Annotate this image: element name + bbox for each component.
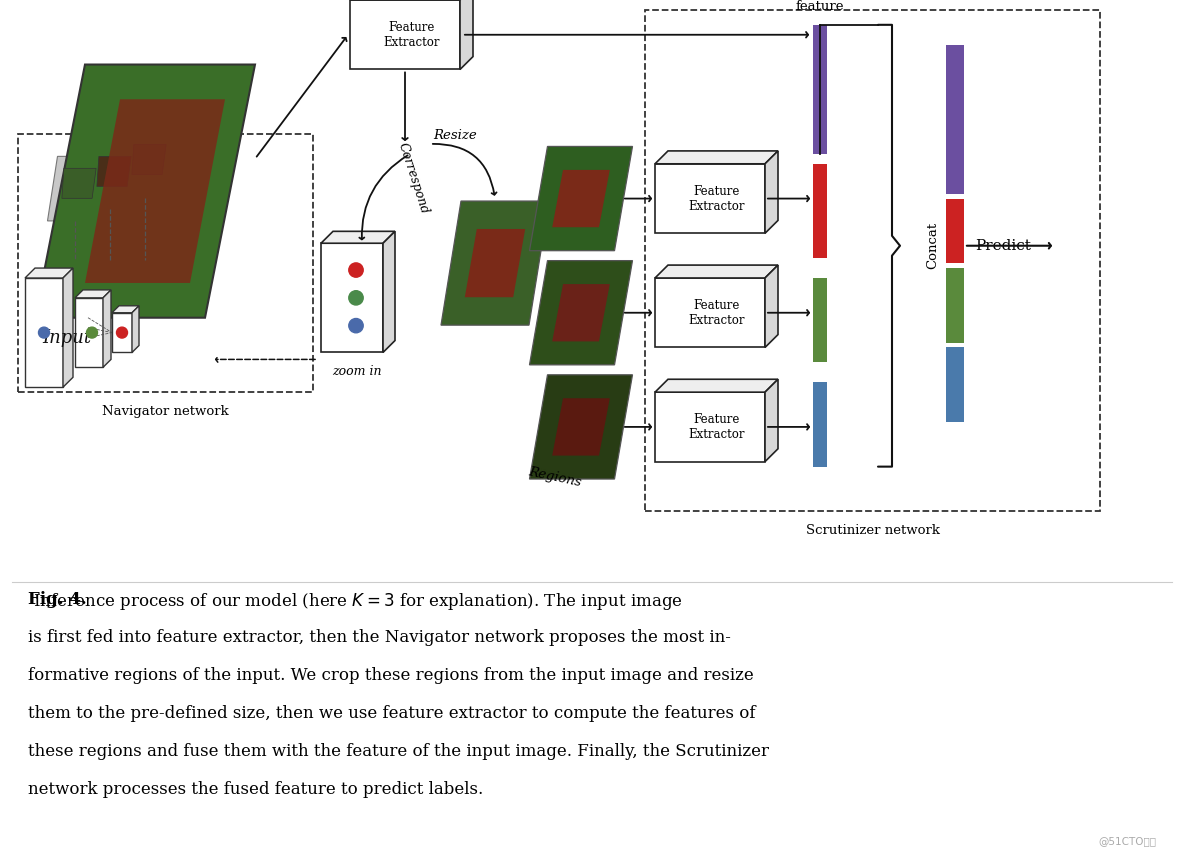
Polygon shape (350, 0, 461, 70)
Polygon shape (765, 266, 778, 347)
Polygon shape (655, 278, 765, 347)
Bar (813, 163, 826, 258)
Polygon shape (321, 243, 382, 352)
Text: Feature
Extractor: Feature Extractor (688, 299, 745, 327)
Text: Fig. 4.: Fig. 4. (28, 591, 86, 608)
Polygon shape (655, 164, 765, 233)
Circle shape (39, 327, 50, 338)
Polygon shape (655, 380, 778, 392)
Text: Feature
Extractor: Feature Extractor (384, 20, 439, 49)
Polygon shape (131, 145, 166, 174)
Polygon shape (36, 65, 255, 317)
Polygon shape (552, 170, 610, 227)
Text: network processes the fused feature to predict labels.: network processes the fused feature to p… (28, 781, 483, 798)
Polygon shape (440, 201, 549, 325)
Polygon shape (461, 0, 472, 70)
Bar (813, 382, 826, 466)
Text: Inference process of our model (here $K = 3$ for explanation). The input image: Inference process of our model (here $K … (28, 591, 683, 612)
Text: them to the pre-defined size, then we use feature extractor to compute the featu: them to the pre-defined size, then we us… (28, 705, 755, 722)
Text: feature: feature (796, 0, 844, 13)
Polygon shape (103, 290, 111, 368)
Text: is first fed into feature extractor, then the Navigator network proposes the mos: is first fed into feature extractor, the… (28, 629, 731, 646)
Text: formative regions of the input. We crop these regions from the input image and r: formative regions of the input. We crop … (28, 667, 754, 684)
Text: Correspond: Correspond (395, 141, 431, 216)
Polygon shape (62, 168, 96, 198)
Polygon shape (117, 133, 182, 197)
Polygon shape (765, 380, 778, 461)
Polygon shape (25, 268, 73, 278)
Circle shape (349, 318, 363, 333)
Polygon shape (83, 145, 148, 209)
Bar (813, 25, 826, 154)
Circle shape (349, 291, 363, 305)
Bar (946, 44, 964, 194)
Polygon shape (529, 146, 632, 251)
Text: Navigator network: Navigator network (102, 405, 229, 418)
Text: Resize: Resize (433, 129, 477, 142)
Polygon shape (321, 231, 395, 243)
Polygon shape (552, 398, 610, 455)
Text: these regions and fuse them with the feature of the input image. Finally, the Sc: these regions and fuse them with the fea… (28, 743, 768, 760)
Bar (946, 198, 964, 263)
Polygon shape (75, 290, 111, 298)
Polygon shape (131, 306, 139, 352)
Polygon shape (655, 266, 778, 278)
Polygon shape (112, 306, 139, 313)
Polygon shape (85, 100, 225, 283)
Polygon shape (75, 298, 103, 368)
Text: Feature
Extractor: Feature Extractor (688, 185, 745, 213)
Polygon shape (25, 278, 63, 387)
Text: Concat: Concat (927, 222, 939, 269)
Polygon shape (655, 392, 765, 461)
Text: Regions: Regions (527, 465, 583, 489)
Text: Predict: Predict (974, 239, 1031, 253)
Text: Input: Input (41, 328, 91, 346)
Polygon shape (63, 268, 73, 387)
Polygon shape (655, 151, 778, 164)
Text: Feature
Extractor: Feature Extractor (688, 413, 745, 441)
Circle shape (349, 263, 363, 277)
Text: Scrutinizer network: Scrutinizer network (805, 524, 939, 537)
Bar (946, 347, 964, 422)
Bar (946, 268, 964, 343)
Bar (813, 278, 826, 363)
Polygon shape (112, 313, 131, 352)
Circle shape (116, 327, 128, 338)
Polygon shape (552, 284, 610, 341)
Polygon shape (465, 229, 526, 297)
Text: @51CTO博客: @51CTO博客 (1098, 836, 1156, 846)
Polygon shape (765, 151, 778, 233)
Circle shape (86, 327, 97, 338)
Text: zoom in: zoom in (333, 365, 381, 379)
Polygon shape (97, 157, 131, 186)
Polygon shape (382, 231, 395, 352)
Bar (18, 134, 313, 392)
Polygon shape (529, 374, 632, 479)
Polygon shape (529, 260, 632, 365)
Bar (645, 10, 1100, 511)
Polygon shape (47, 157, 112, 221)
